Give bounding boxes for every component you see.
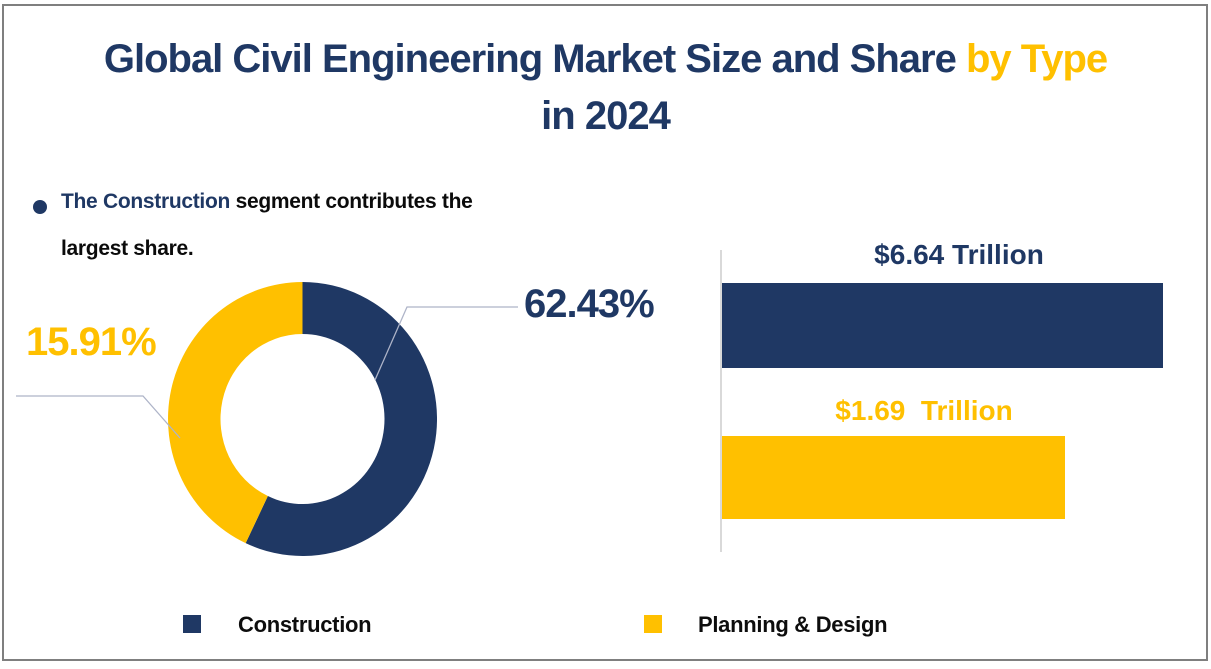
bar-construction [722, 283, 1163, 368]
bar-planning [722, 436, 1065, 519]
bullet-icon [33, 200, 47, 214]
donut-slice-planning [168, 282, 303, 544]
donut-label-planning-share: 15.91% [26, 320, 157, 364]
legend-label-planning: Planning & Design [698, 612, 888, 637]
insight-text: The Construction segment contributes the… [61, 178, 473, 272]
legend-label-construction: Construction [238, 612, 372, 637]
insight-rest: segment contributes the [230, 190, 473, 213]
donut-chart [168, 282, 437, 556]
title-main: Global Civil Engineering Market Size and… [103, 37, 957, 81]
title-line-2: in 2024 [541, 94, 671, 138]
insight-line-2: largest share. [61, 237, 194, 260]
bar-axis-line [720, 250, 722, 552]
bar-value-planning: $1.69 Trillion [835, 395, 1013, 426]
title-accent: by Type [955, 37, 1108, 81]
legend-swatch-planning [644, 615, 662, 633]
page-title: Global Civil Engineering Market Size and… [0, 31, 1211, 145]
insight-highlight: The Construction [61, 190, 231, 213]
bar-value-construction: $6.64 Trillion [874, 239, 1044, 270]
title-line-1: Global Civil Engineering Market Size and… [0, 31, 1211, 88]
legend-swatch-construction [183, 615, 201, 633]
leader-line-planning [16, 395, 181, 439]
insight-line-1: The Construction segment contributes the [61, 178, 473, 225]
donut-label-construction-share: 62.43% [524, 282, 655, 326]
insight-bullet: The Construction segment contributes the… [33, 178, 473, 272]
legend-item-construction: Construction [183, 612, 372, 637]
legend-item-planning: Planning & Design [644, 612, 888, 637]
